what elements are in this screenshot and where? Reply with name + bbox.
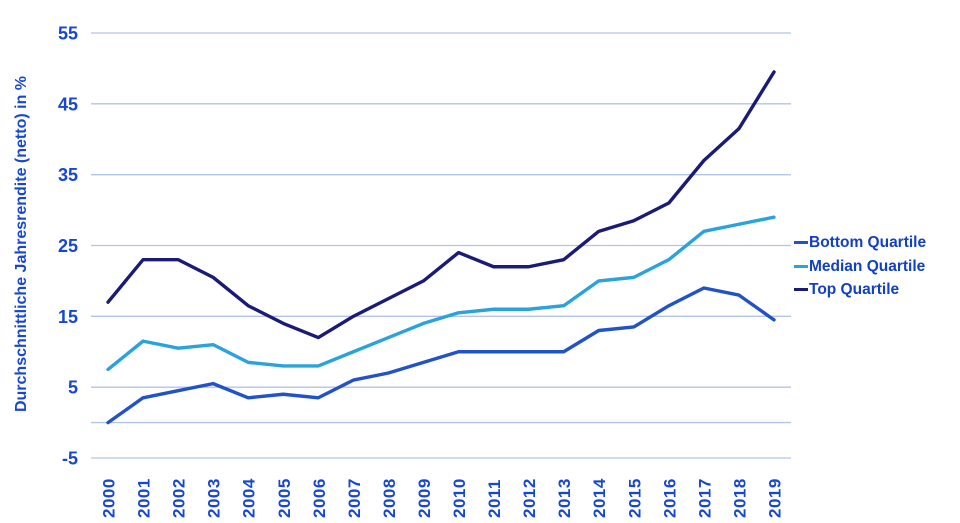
legend-label: Median Quartile [809,257,926,275]
legend-item-median-quartile: Median Quartile [794,255,926,279]
series-line-top-quartile [106,70,776,340]
legend-label: Top Quartile [809,281,900,298]
x-tick-label: 2013 [555,478,574,518]
legend-dash-icon [794,288,808,292]
x-tick-label: 2009 [415,478,434,518]
x-tick-label: 2015 [625,478,644,518]
y-tick-label: 5 [68,378,78,398]
y-tick-label: 55 [58,24,78,44]
y-tick-label: 15 [58,307,78,327]
x-tick-label: 2017 [695,478,714,518]
y-tick-label: 45 [58,94,78,114]
x-tick-label: 2008 [380,478,399,518]
y-tick-label: 35 [58,165,78,185]
x-tick-label: 2003 [205,478,224,518]
x-tick-label: 2019 [766,478,785,518]
legend: Bottom Quartile Median Quartile Top Quarti… [794,231,926,302]
x-tick-label: 2014 [590,478,609,518]
series-line-median-quartile [106,215,776,372]
legend-label: Bottom Quartile [809,234,927,251]
y-tick-label: 25 [58,236,78,256]
x-tick-label: 2011 [485,479,504,518]
x-tick-label: 2000 [100,478,119,518]
legend-dash-icon [794,241,808,245]
legend-dash-icon [794,264,808,268]
legend-item-top-quartile: Top Quartile [794,278,926,302]
x-tick-label: 2002 [170,478,189,518]
x-tick-label: 2018 [730,478,749,518]
x-tick-label: 2010 [450,478,469,518]
x-tick-label: 2007 [345,478,364,518]
x-tick-label: 2005 [275,478,294,518]
x-tick-label: 2001 [135,478,154,518]
x-tick-label: 2004 [240,478,259,518]
x-tick-label: 2012 [520,478,539,518]
y-axis-title: Durchschnittliche Jahresrendite (netto) … [13,75,30,413]
x-tick-label: 2006 [310,478,329,518]
y-tick-label: -5 [62,449,78,469]
series-line-bottom-quartile [106,286,776,425]
x-tick-label: 2016 [660,478,679,518]
legend-item-bottom-quartile: Bottom Quartile [794,231,926,255]
